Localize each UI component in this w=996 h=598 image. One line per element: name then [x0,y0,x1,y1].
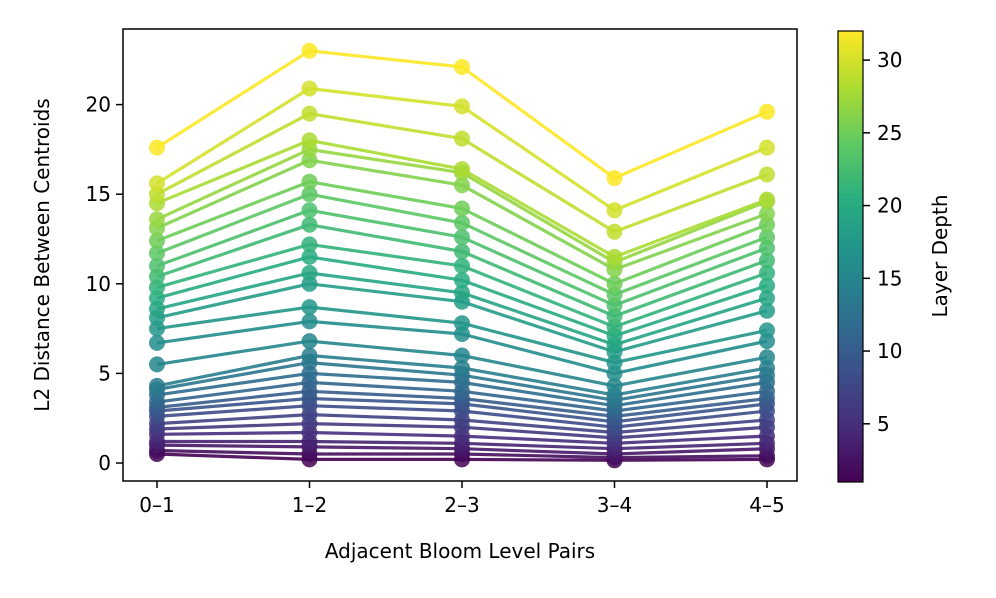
data-point [454,98,470,115]
y-tick-label: 15 [86,182,111,206]
colorbar-tick-label: 5 [877,412,890,436]
data-point [301,173,318,190]
series-layer-15 [149,333,775,394]
data-point [454,347,470,364]
x-tick-label: 3–4 [597,493,632,517]
y-axis: 0 5 10 15 20 [86,93,123,475]
colorbar: 5 10 15 20 25 30 Layer Depth [837,30,952,483]
y-tick-label: 10 [86,272,111,296]
data-point [301,333,318,350]
series-layer-24 [149,186,775,303]
data-point [149,175,165,192]
data-point [759,139,775,156]
data-point [454,59,470,75]
x-tick-label: 1–2 [292,493,327,517]
series-layer-17 [149,299,775,371]
data-point [454,284,470,301]
colorbar-ticks: 5 10 15 20 25 30 [863,48,902,436]
colorbar-tick-label: 20 [877,194,902,218]
y-tick-label: 0 [98,451,111,475]
data-point [301,313,318,330]
data-point [301,216,318,233]
data-point [149,257,165,274]
x-tick-label: 4–5 [749,493,784,517]
data-point [759,290,775,307]
data-point [606,248,623,265]
colorbar-tick-label: 15 [877,266,902,290]
colorbar-tick-label: 30 [877,48,902,72]
data-point [759,191,775,208]
data-point [759,252,775,269]
data-point [606,275,623,292]
colorbar-label: Layer Depth [928,194,952,317]
data-point [149,334,165,351]
series-layer-26 [149,152,775,278]
series-layer-21 [149,236,775,335]
data-point [149,232,165,249]
data-point [454,272,470,289]
data-point [149,139,165,156]
data-point [149,211,165,228]
data-point [301,202,318,219]
plot-frame [122,28,798,482]
y-tick-label: 20 [86,93,111,117]
data-point [301,186,318,203]
data-point [759,277,775,294]
data-point [454,214,470,231]
data-point [454,360,470,376]
data-point [301,265,318,281]
data-point [606,223,623,240]
series-layer-30 [149,80,775,219]
data-point [454,315,470,332]
data-point [759,166,775,183]
data-point [759,265,775,281]
data-point [454,130,470,147]
x-axis: 0–1 1–2 2–3 3–4 4–5 [139,481,785,517]
x-axis-label: Adjacent Bloom Level Pairs [325,539,595,563]
data-point [759,229,775,246]
data-point [301,132,318,149]
data-point [149,377,165,394]
series-layer-29 [149,105,775,240]
series-layer-32 [149,42,775,187]
y-tick-label: 5 [98,361,111,385]
data-point [301,42,318,59]
colorbar-tick-label: 25 [877,121,902,145]
data-point [606,377,623,394]
data-point [301,80,318,97]
data-point [454,177,470,194]
data-point [759,103,775,120]
series-layer [149,42,775,469]
data-point [454,243,470,260]
data-point [454,257,470,274]
data-point [301,105,318,122]
data-point [454,229,470,246]
series-layer-20 [149,248,775,344]
data-point [149,245,165,262]
data-point [301,347,318,364]
data-point [759,349,775,366]
data-point [301,236,318,253]
data-point [301,299,318,316]
x-tick-label: 0–1 [139,493,174,517]
data-point [606,170,623,187]
colorbar-tick-label: 10 [877,339,902,363]
data-point [759,205,775,222]
series-layer-19 [149,265,775,353]
data-point [454,200,470,217]
data-point [606,202,623,219]
data-point [301,248,318,265]
data-point [149,356,165,373]
data-point [759,302,775,319]
colorbar-gradient [837,30,864,483]
data-point [454,161,470,178]
x-tick-label: 2–3 [444,493,479,517]
data-point [759,322,775,339]
y-axis-label: L2 Distance Between Centroids [30,98,54,411]
